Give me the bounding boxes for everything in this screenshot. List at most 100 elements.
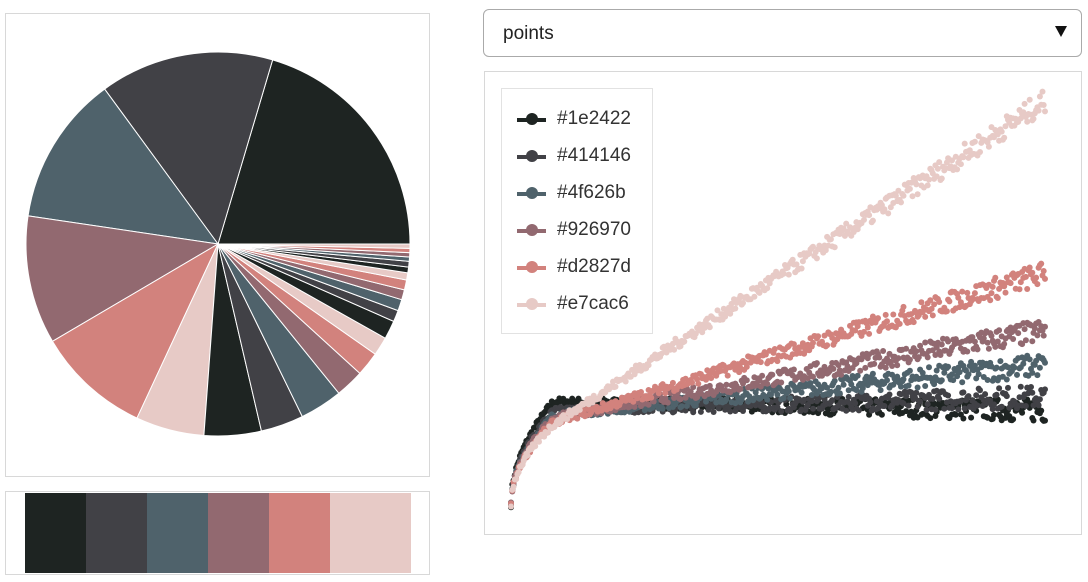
scatter-point	[984, 339, 991, 346]
scatter-point	[957, 161, 964, 168]
scatter-point	[886, 391, 893, 398]
scatter-point	[764, 380, 771, 387]
scatter-point	[975, 133, 982, 140]
scatter-point	[762, 351, 769, 358]
scatter-point	[952, 411, 959, 418]
scatter-point	[508, 503, 514, 510]
scatter-point	[884, 377, 890, 384]
legend-item: #d2827d	[502, 255, 652, 279]
scatter-point	[882, 364, 889, 371]
scatter-point	[724, 372, 731, 379]
scatter-point	[854, 372, 861, 379]
scatter-point	[1036, 364, 1043, 371]
scatter-point	[936, 395, 943, 402]
scatter-point	[1001, 341, 1008, 347]
scatter-point	[946, 298, 953, 305]
scatter-point	[664, 399, 671, 406]
scatter-point	[959, 379, 966, 386]
scatter-point	[838, 371, 845, 378]
scatter-point	[892, 192, 899, 199]
scatter-point	[913, 348, 920, 355]
scatter-point	[994, 295, 1001, 301]
scatter-point	[824, 384, 831, 391]
scatter-point	[885, 210, 892, 217]
scatter-point	[964, 348, 971, 355]
scatter-point	[787, 395, 794, 402]
palette-swatch	[269, 493, 330, 573]
scatter-point	[917, 398, 924, 405]
scatter-point	[774, 358, 781, 365]
scatter-point	[536, 438, 542, 445]
scatter-point	[631, 403, 638, 410]
legend-item: #4f626b	[502, 181, 652, 205]
scatter-point	[715, 405, 722, 412]
scatter-series	[508, 383, 1048, 509]
pie-slice	[51, 242, 220, 419]
scatter-series	[508, 260, 1048, 507]
scatter-point	[752, 389, 759, 396]
legend-label: #e7cac6	[557, 293, 629, 314]
scatter-point	[723, 381, 730, 388]
scatter-point	[1029, 338, 1036, 345]
scatter-point	[871, 360, 878, 367]
scatter-point	[564, 416, 571, 423]
legend-label: #1e2422	[557, 108, 631, 129]
scatter-point	[1031, 325, 1038, 332]
scatter-point	[1016, 286, 1023, 293]
scatter-point	[810, 373, 816, 380]
scatter-point	[751, 293, 758, 300]
scatter-point	[1026, 356, 1033, 363]
scatter-point	[695, 380, 702, 387]
scatter-point	[677, 396, 684, 403]
scatter-point	[810, 243, 816, 250]
legend-label: #d2827d	[557, 256, 631, 277]
scatter-point	[961, 405, 968, 412]
scatter-point	[1042, 108, 1048, 115]
scatter-point	[878, 411, 885, 418]
scatter-point	[905, 382, 912, 389]
scatter-point	[906, 356, 913, 363]
scatter-point	[969, 334, 976, 341]
scatter-point	[909, 193, 916, 200]
scatter-point	[895, 355, 902, 362]
scatter-point	[996, 385, 1003, 392]
scatter-point	[801, 396, 808, 403]
scatter-point	[945, 338, 952, 345]
scatter-point	[835, 384, 842, 391]
scatter-point	[827, 236, 834, 243]
scatter-point	[1035, 107, 1042, 114]
scatter-point	[1020, 360, 1027, 367]
scatter-point	[787, 407, 794, 414]
pie-slice	[217, 243, 411, 249]
legend-label: #4f626b	[557, 182, 626, 203]
plot-mode-select[interactable]: points	[483, 9, 1082, 57]
legend-item: #1e2422	[502, 107, 652, 131]
scatter-point	[906, 367, 913, 374]
palette-swatch	[86, 493, 147, 573]
scatter-point	[991, 411, 997, 418]
scatter-point	[690, 409, 697, 416]
scatter-point	[861, 216, 867, 223]
scatter-point	[882, 311, 889, 318]
scatter-point	[815, 333, 822, 340]
scatter-point	[998, 128, 1005, 135]
scatter-point	[813, 255, 820, 262]
scatter-point	[524, 452, 531, 459]
scatter-point	[810, 405, 816, 412]
scatter-point	[1001, 283, 1008, 290]
scatter-point	[714, 307, 721, 314]
scatter-point	[974, 346, 981, 353]
scatter-point	[980, 335, 987, 342]
legend-item: #414146	[502, 144, 652, 168]
scatter-point	[996, 327, 1003, 334]
scatter-point	[808, 398, 815, 405]
scatter-point	[824, 342, 831, 349]
scatter-point	[778, 408, 785, 415]
scatter-point	[831, 244, 838, 251]
scatter-point	[822, 247, 829, 254]
scatter-point	[1002, 289, 1009, 296]
legend-label: #926970	[557, 219, 631, 240]
scatter-point	[1019, 341, 1026, 348]
scatter-point	[759, 372, 766, 379]
pie-slice	[27, 88, 220, 245]
